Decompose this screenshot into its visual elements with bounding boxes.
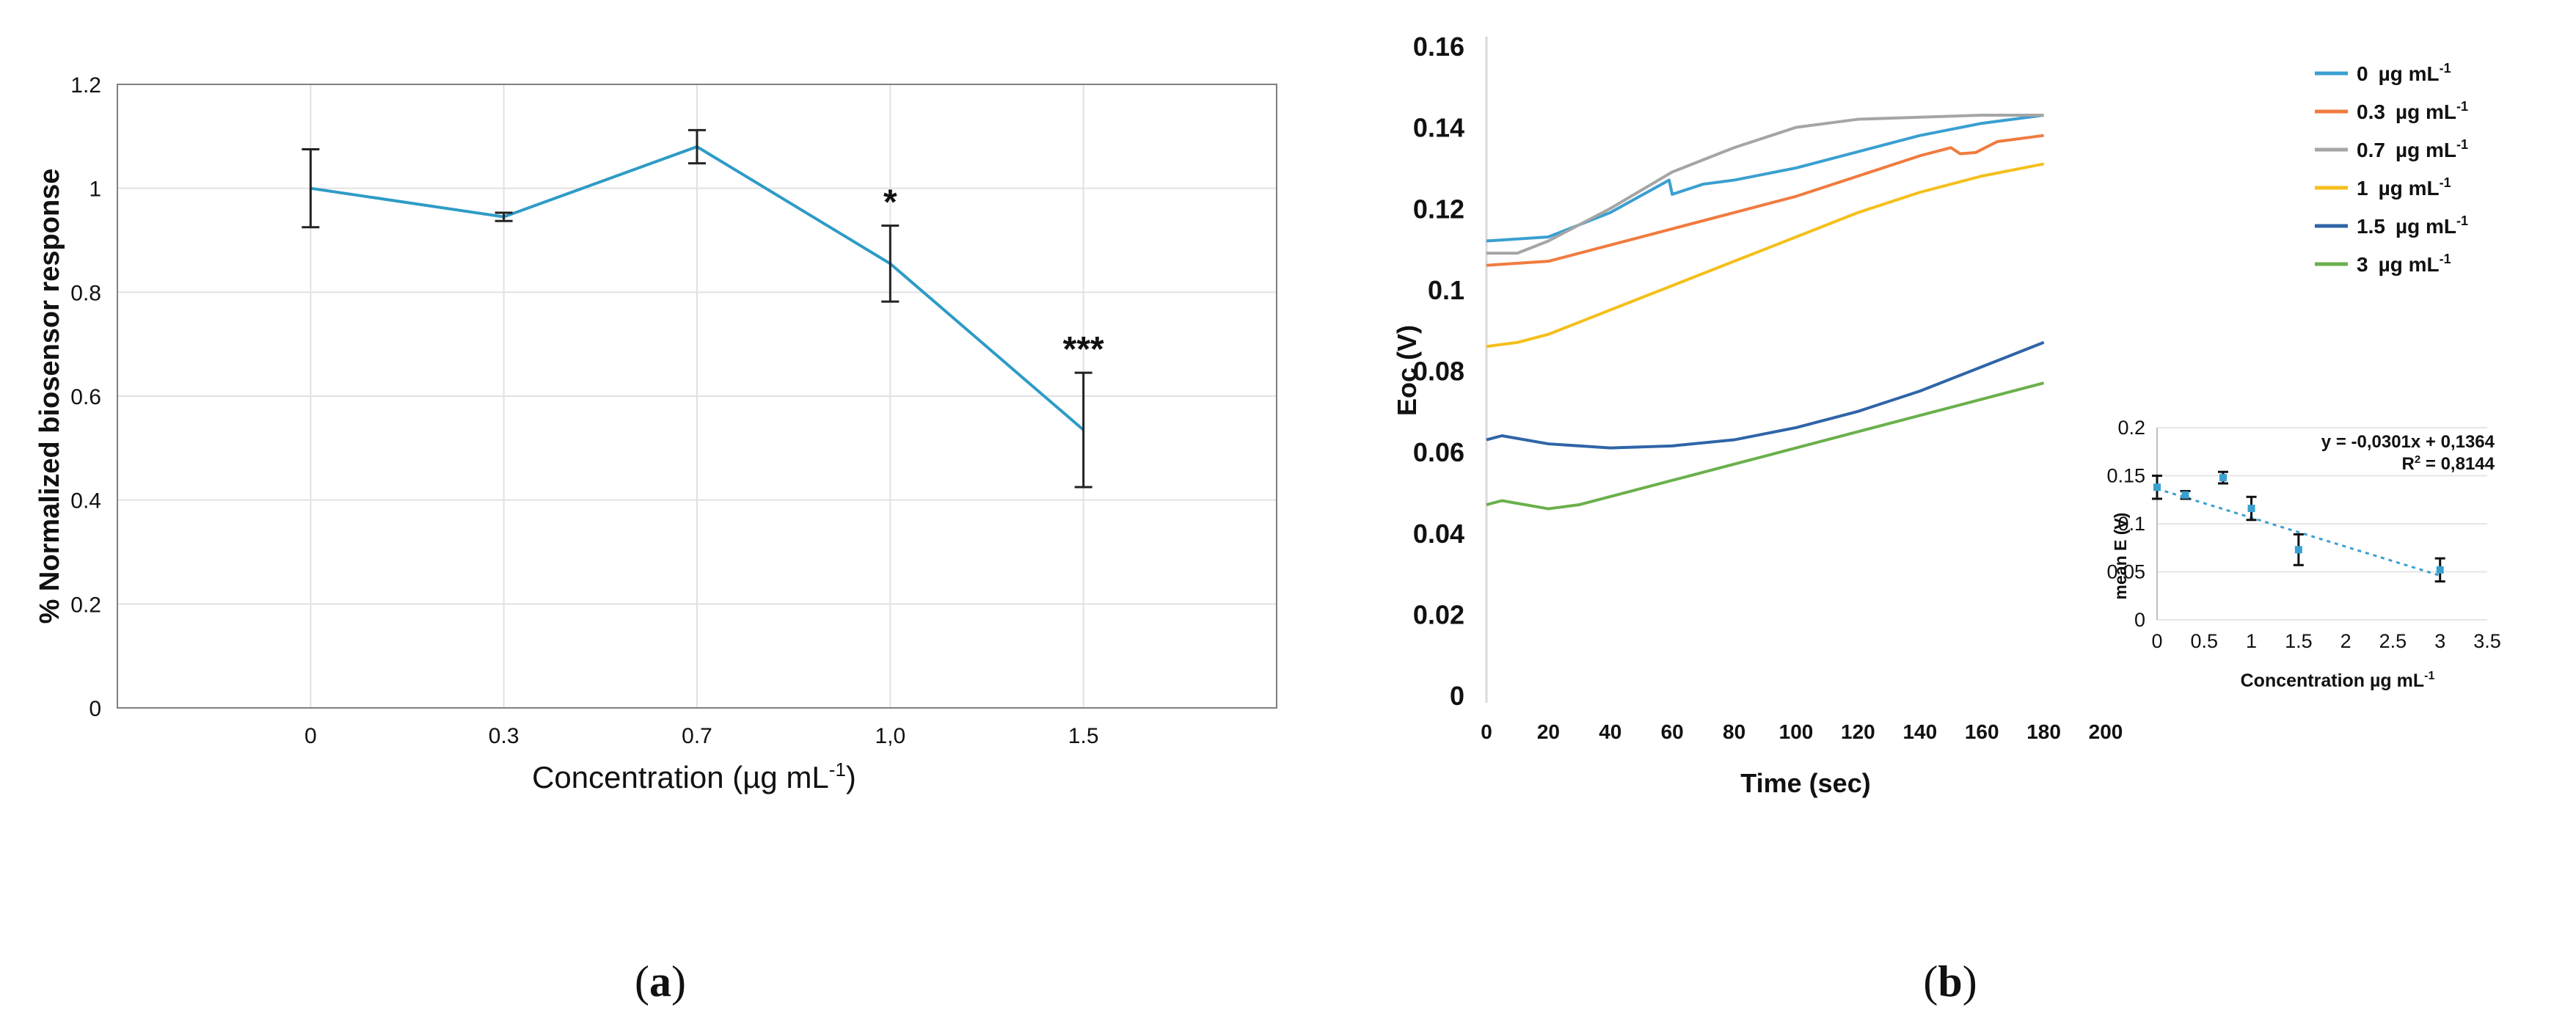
chart-b-x-tick-label: 180 <box>2026 720 2061 743</box>
chart-a-x-tick-label: 0.3 <box>489 724 519 748</box>
chart-a-y-tick-label: 0.4 <box>70 489 101 514</box>
chart-b-y-axis-title: Eoc (V) <box>1392 325 1422 416</box>
chart-b-series-line <box>1486 381 2045 511</box>
inset-point <box>2153 483 2161 491</box>
inset-point <box>2247 505 2255 513</box>
inset-y-tick-label: 0.2 <box>2117 417 2145 439</box>
chart-a-error-bars <box>302 128 1092 489</box>
chart-a-x-tick-label: 1,0 <box>875 724 905 748</box>
chart-b-x-tick-label: 0 <box>1481 720 1492 743</box>
inset-x-tick-label: 3.5 <box>2473 630 2501 652</box>
chart-b-legend-label: 1 µg mL-1 <box>2357 175 2451 200</box>
chart-a-x-tick-label: 0.7 <box>682 724 712 748</box>
chart-b-series-line <box>1486 114 2044 255</box>
chart-b-inset: 0 0.05 0.1 0.15 0.2 0 0.5 1 1.5 2 2.5 3 3.5 mean E … <box>2069 411 2539 704</box>
inset-background <box>2069 411 2539 704</box>
chart-a-y-tick-label: 1.2 <box>70 73 101 98</box>
chart-a-y-tick-label: 0.6 <box>70 385 101 409</box>
chart-b-x-tick-label: 100 <box>1779 720 1814 743</box>
chart-a-gridlines <box>117 84 1277 709</box>
chart-a-y-ticks: 0 0.2 0.4 0.6 0.8 1 1.2 <box>70 73 101 721</box>
inset-y-axis-title: mean E (V) <box>2111 513 2130 600</box>
chart-b-y-tick-label: 0.12 <box>1413 194 1464 224</box>
chart-a-x-tick-label: 1.5 <box>1068 724 1099 748</box>
chart-b-y-tick-label: 0 <box>1450 681 1464 711</box>
inset-y-tick-label: 0 <box>2134 609 2145 631</box>
chart-b: 00.020.040.060.080.10.120.140.16 0 20 40 60… <box>1392 32 2539 1006</box>
chart-b-x-tick-label: 20 <box>1537 720 1560 743</box>
chart-a-significance-mark: * <box>883 183 897 222</box>
inset-x-tick-label: 0.5 <box>2191 630 2219 652</box>
chart-a-plot-area <box>117 84 1277 709</box>
chart-b-legend: 0 µg mL-1 0.3 µg mL-1 0.7 µg mL-1 1 µg mL-1 1.5 µ… <box>2315 61 2468 276</box>
chart-a-x-ticks: 0 0.3 0.7 1,0 1.5 <box>304 724 1099 748</box>
inset-x-tick-label: 2 <box>2340 630 2351 652</box>
chart-b-y-tick-label: 0.1 <box>1428 275 1464 305</box>
chart-b-legend-label: 0.3 µg mL-1 <box>2357 99 2468 123</box>
inset-y-tick-label: 0.05 <box>2106 561 2145 583</box>
chart-b-series-line <box>1486 162 2044 348</box>
chart-b-legend-label: 0.7 µg mL-1 <box>2357 137 2468 161</box>
chart-b-x-tick-label: 160 <box>1965 720 1999 743</box>
inset-x-tick-label: 2.5 <box>2379 630 2407 652</box>
inset-x-tick-label: 1 <box>2246 630 2257 652</box>
inset-points <box>2153 474 2444 574</box>
chart-a-y-tick-label: 0.2 <box>70 593 101 617</box>
panel-a-label: (a) <box>635 957 686 1006</box>
chart-b-y-ticks: 0 0.02 0.04 0.06 0.08 0.1 0.12 0.14 0.16 <box>1413 32 1464 711</box>
inset-y-tick-label: 0.15 <box>2106 465 2145 487</box>
chart-b-x-axis-title: Time (sec) <box>1740 768 1870 798</box>
inset-point <box>2436 566 2444 574</box>
chart-b-y-tick-label: 0.06 <box>1413 437 1464 467</box>
chart-b-y-tick-label: 0.16 <box>1413 32 1464 62</box>
chart-a-y-tick-label: 1 <box>89 178 101 202</box>
chart-b-y-tick-label: 0.14 <box>1413 113 1464 143</box>
chart-a-significance-marks: **** <box>883 183 1104 369</box>
chart-a: 00.20.40.60.811.2 0 0.3 0.7 1,0 1.5 **** % N… <box>34 73 1277 1006</box>
inset-x-tick-label: 0 <box>2151 630 2162 652</box>
chart-a-x-tick-label: 0 <box>304 724 317 748</box>
chart-b-x-tick-label: 120 <box>1841 720 1875 743</box>
chart-a-y-tick-label: 0 <box>89 697 101 721</box>
chart-a-x-axis-title: Concentration (µg mL-1) <box>532 759 856 794</box>
inset-point <box>2181 491 2189 499</box>
chart-b-legend-label: 1.5 µg mL-1 <box>2357 213 2468 238</box>
chart-b-x-tick-label: 200 <box>2089 720 2123 743</box>
chart-b-x-ticks: 0 20 40 60 80 100 120 140 160 180 200 <box>1481 720 2123 743</box>
chart-b-x-tick-label: 60 <box>1661 720 1684 743</box>
panel-b-label: (b) <box>1923 957 1977 1006</box>
chart-b-x-tick-label: 80 <box>1723 720 1745 743</box>
inset-point <box>2294 546 2302 554</box>
inset-x-ticks: 0 0.5 1 1.5 2 2.5 3 3.5 <box>2151 630 2500 652</box>
inset-gridlines <box>2156 427 2487 621</box>
chart-a-significance-mark: *** <box>1063 330 1104 369</box>
inset-r-squared: R2 = 0,8144 <box>2402 453 2495 474</box>
inset-trendline <box>2156 487 2441 577</box>
chart-b-legend-label: 0 µg mL-1 <box>2357 61 2451 85</box>
chart-b-y-tick-label: 0.02 <box>1413 599 1464 629</box>
chart-b-series-lines <box>1486 114 2045 511</box>
chart-b-x-tick-label: 140 <box>1902 720 1937 743</box>
chart-b-series-line <box>1486 340 2045 450</box>
chart-b-series-line <box>1486 134 2044 267</box>
chart-b-legend-label: 3 µg mL-1 <box>2357 252 2451 276</box>
inset-y-ticks: 0 0.05 0.1 0.15 0.2 <box>2106 417 2145 631</box>
inset-y-tick-label: 0.1 <box>2117 513 2145 535</box>
chart-a-y-tick-label: 0.8 <box>70 281 101 305</box>
inset-x-tick-label: 1.5 <box>2285 630 2313 652</box>
chart-b-y-tick-label: 0.08 <box>1413 357 1464 387</box>
chart-b-series-line <box>1486 114 2044 243</box>
chart-b-x-tick-label: 40 <box>1599 720 1621 743</box>
chart-a-y-axis-title: % Normalized biosensor response <box>34 169 65 624</box>
chart-b-y-tick-label: 0.04 <box>1413 519 1464 549</box>
inset-equation: y = -0,0301x + 0,1364 <box>2321 432 2495 452</box>
inset-x-tick-label: 3 <box>2434 630 2445 652</box>
inset-point <box>2219 474 2227 482</box>
inset-x-axis-title: Concentration µg mL-1 <box>2241 670 2435 691</box>
